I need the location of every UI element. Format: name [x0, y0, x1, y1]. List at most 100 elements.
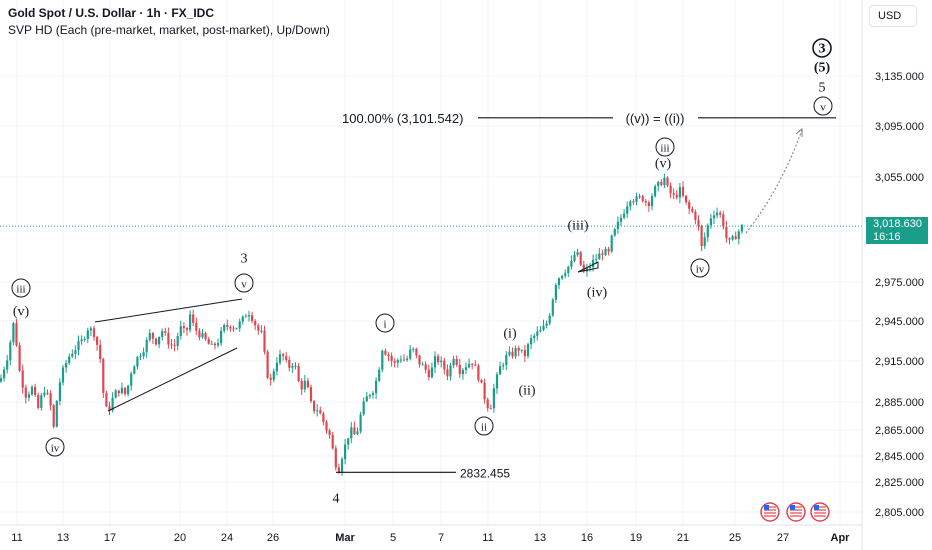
candle-body: [446, 369, 449, 377]
candle-body: [533, 335, 536, 339]
candle-body: [189, 314, 192, 330]
candle-body: [375, 380, 378, 394]
candle-body: [282, 354, 285, 357]
projection-arrowhead: [795, 127, 803, 137]
candle-body: [319, 410, 322, 414]
candle-body: [601, 253, 604, 255]
candle-body: [269, 377, 272, 380]
candle-body: [192, 314, 195, 323]
candle-body: [495, 374, 499, 389]
candle-body: [508, 351, 511, 355]
candle-body: [294, 365, 297, 367]
candle-body: [347, 438, 350, 445]
candle-body: [613, 229, 616, 236]
time-axis[interactable]: 11 13 17 20 24 26 Mar 5 7 11 13 16 19 21 25 27 Apr: [11, 532, 850, 544]
candle-body: [505, 354, 508, 366]
candle-body: [626, 206, 629, 214]
price-tick-label: 2,805.000: [875, 507, 924, 519]
candle-body: [418, 355, 421, 365]
candle-body: [210, 343, 213, 345]
candle-body: [703, 237, 706, 247]
candle-body: [340, 459, 344, 473]
candle-body: [182, 326, 185, 329]
candle-body: [24, 387, 27, 398]
candle-body: [204, 333, 207, 340]
candle-body: [331, 435, 334, 449]
candle-body: [654, 186, 657, 197]
candle-body: [99, 344, 102, 360]
candle-body: [588, 267, 592, 269]
time-tick-label: 17: [104, 532, 116, 544]
wave-label-circle: [690, 258, 710, 278]
candle-body: [18, 345, 21, 371]
candle-body: [185, 328, 189, 330]
candle-body: [89, 328, 92, 331]
candle-body: [12, 323, 15, 343]
candle-body: [461, 369, 464, 375]
candle-body: [291, 365, 294, 368]
candle-body: [365, 396, 368, 402]
candle-body: [716, 212, 719, 216]
currency-button[interactable]: USD: [869, 5, 917, 27]
candle-body: [238, 321, 241, 329]
event-flags[interactable]: [760, 502, 830, 522]
candle-body: [641, 196, 644, 202]
candle-body: [316, 410, 319, 412]
candle-body: [406, 358, 409, 360]
candle-body: [399, 359, 402, 361]
wave-label-circle: [11, 278, 31, 298]
candle-body: [83, 338, 86, 340]
candle-body: [437, 356, 440, 362]
candle-body: [46, 392, 49, 394]
price-tick-label: 2,915.000: [875, 356, 924, 368]
candle-body: [536, 331, 539, 336]
symbol-title[interactable]: Gold Spot / U.S. Dollar · 1h · FX_IDC: [8, 6, 215, 20]
bar-countdown: 16:16: [873, 231, 901, 243]
time-tick-label: 19: [630, 532, 642, 544]
candle-body: [694, 211, 697, 221]
candle-body: [619, 217, 623, 222]
fib-equation-label: ((v)) = ((i)): [626, 111, 685, 126]
candle-body: [71, 353, 74, 357]
candle-body: [523, 349, 526, 357]
time-tick-label: 27: [777, 532, 789, 544]
candle-body: [260, 330, 263, 332]
candle-body: [409, 349, 412, 359]
candle-body: [480, 379, 483, 383]
wave-label: iv: [696, 264, 705, 276]
candle-body: [430, 367, 433, 378]
candle-body: [402, 359, 406, 361]
candle-body: [517, 347, 520, 351]
candle-body: [722, 214, 725, 227]
candle-body: [650, 196, 654, 206]
candle-body: [77, 341, 80, 351]
candle-body: [80, 339, 83, 342]
candle-body: [272, 371, 275, 380]
candle-body: [427, 369, 430, 378]
wave-label: ii: [481, 422, 487, 434]
candle-body: [483, 382, 486, 400]
candle-body: [313, 401, 316, 412]
candle-body: [229, 326, 232, 329]
price-tick-label: 2,845.000: [875, 451, 924, 463]
candle-body: [440, 360, 443, 362]
candle-body: [539, 329, 542, 332]
price-axis[interactable]: 2,805.000 2,825.000 2,845.000 2,865.000 2,88…: [875, 71, 924, 519]
indicator-legend[interactable]: SVP HD (Each (pre-market, market, post-m…: [8, 23, 330, 37]
candle-body: [142, 352, 145, 357]
candle-body: [105, 392, 108, 407]
candle-body: [108, 406, 111, 411]
candle-body: [725, 226, 728, 239]
wave-label: v: [241, 279, 247, 291]
candle-body: [548, 315, 551, 324]
candle-body: [120, 387, 123, 394]
candle-body: [337, 467, 340, 473]
candle-body: [102, 359, 105, 393]
candle-body: [675, 194, 678, 198]
time-tick-label: 16: [581, 532, 593, 544]
candle-body: [241, 316, 244, 322]
candle-body: [384, 350, 387, 355]
wedge-lower-line: [107, 347, 238, 412]
candle-body: [139, 356, 142, 358]
